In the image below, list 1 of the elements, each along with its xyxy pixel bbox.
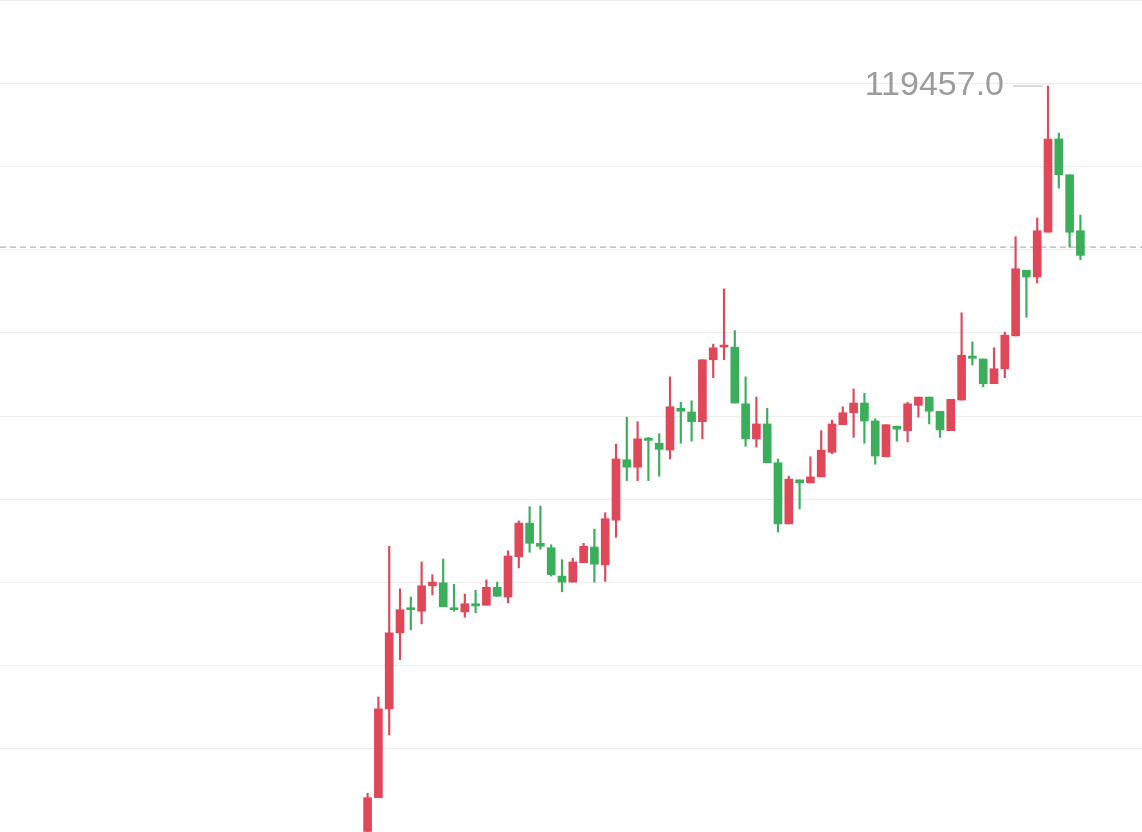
annotation: 119457.0: [864, 64, 1004, 103]
